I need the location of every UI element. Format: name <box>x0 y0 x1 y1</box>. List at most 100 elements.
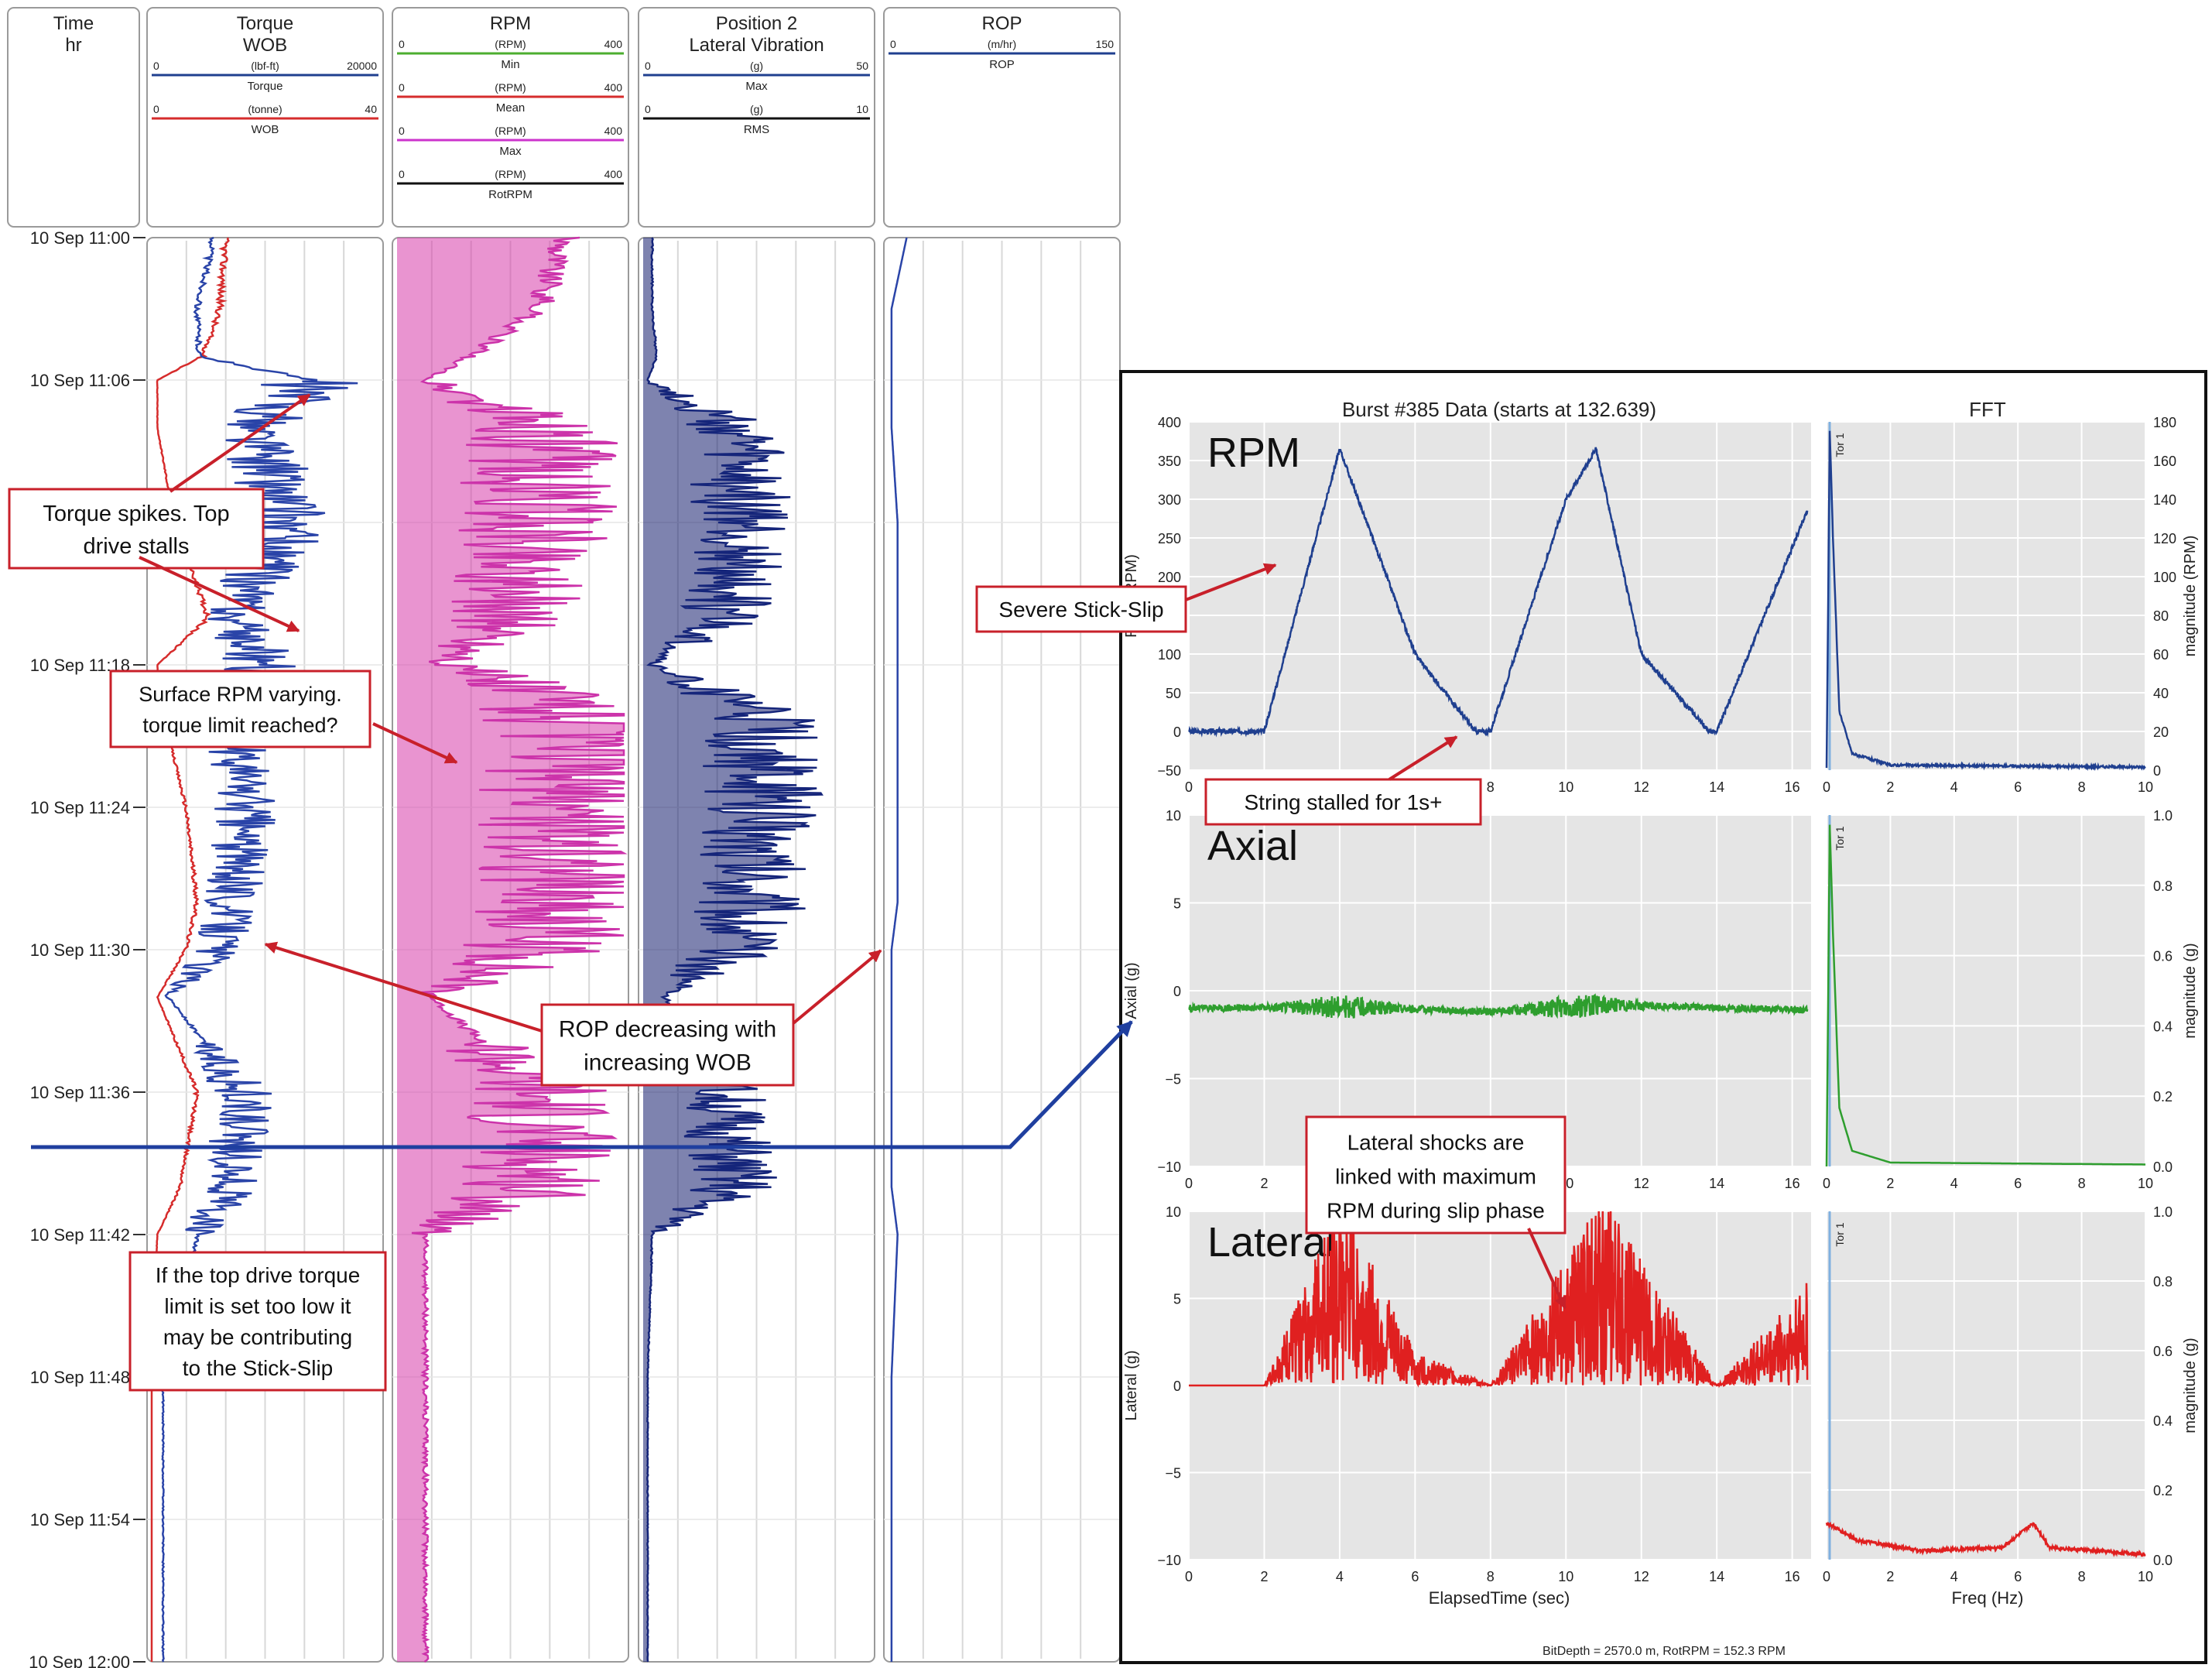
torque-spikes-annotation: Torque spikes. Top drive stalls <box>8 488 265 570</box>
y-axis-label-right: magnitude (RPM) <box>2182 536 2199 657</box>
severe-stickslip-annotation-box <box>975 585 1187 633</box>
top-drive-annotation-text: to the Stick-Slip <box>183 1356 334 1380</box>
x-tick-label: 14 <box>1709 1176 1724 1191</box>
top-drive-annotation-box <box>128 1251 387 1392</box>
lateral-fft-line <box>1825 1521 2146 1559</box>
axial-burst-line <box>1188 993 1809 1019</box>
string-stalled-annotation-box <box>1204 778 1482 826</box>
track-title-torque: Torque <box>237 13 293 34</box>
lateral-burst-line <box>1189 1211 1809 1389</box>
rpm-burst-line <box>1188 447 1809 738</box>
y-axis-label: Lateral (g) <box>1123 1350 1140 1420</box>
time-tick-label: 10 Sep 11:54 <box>30 1510 130 1529</box>
y-right-tick-label: 1.0 <box>2153 1204 2173 1220</box>
y-right-tick-label: 40 <box>2153 686 2169 701</box>
scale-max: 50 <box>856 60 868 72</box>
annotations-layer: Torque spikes. Top drive stalls Surface RP… <box>8 393 1567 1392</box>
f-tick-label: 6 <box>2014 1569 2022 1584</box>
rop-decreasing-annotation-text: increasing WOB <box>584 1050 752 1076</box>
x-tick-label: 12 <box>1634 1569 1649 1584</box>
y-right-tick-label: 0.8 <box>2153 879 2173 894</box>
time-tick-label: 10 Sep 11:42 <box>30 1225 130 1245</box>
scale-name: Max <box>745 80 768 93</box>
scale-name: Min <box>501 58 519 71</box>
y-tick-label: 250 <box>1158 531 1181 546</box>
scale-name: WOB <box>252 123 279 136</box>
scale-name: Max <box>499 145 522 158</box>
fft-title: FFT <box>1969 398 2006 421</box>
string-stalled-arrow <box>1388 735 1458 781</box>
f-tick-label: 6 <box>2014 1176 2022 1191</box>
time-tick-label: 10 Sep 11:48 <box>30 1368 130 1387</box>
lateral-shocks-annotation-text: RPM during slip phase <box>1327 1198 1545 1222</box>
y-tick-label: −5 <box>1165 1072 1181 1087</box>
surface-rpm-annotation-text: Surface RPM varying. <box>139 683 342 706</box>
rop-decreasing-arrow-right <box>792 949 882 1025</box>
string-stalled-annotation: String stalled for 1s+ <box>1204 778 1482 826</box>
x-tick-label: 0 <box>1185 1176 1193 1191</box>
y-right-tick-label: 0.6 <box>2153 1344 2173 1359</box>
y-right-tick-label: 80 <box>2153 608 2169 624</box>
f-tick-label: 6 <box>2014 779 2022 795</box>
fft-marker-label: Tor 1 <box>1834 1222 1846 1246</box>
panel-label-rpm: RPM <box>1207 430 1300 476</box>
track-title-time: Time <box>53 13 94 34</box>
scale-name: RotRPM <box>488 188 532 201</box>
y-tick-label: 5 <box>1173 1292 1181 1307</box>
torque-spikes-arrow-down <box>139 556 300 632</box>
x-tick-label: 14 <box>1709 1569 1724 1584</box>
plot-area-fft <box>1827 815 2145 1166</box>
time-tick-label: 10 Sep 11:24 <box>30 798 130 817</box>
scale-unit: (g) <box>750 60 763 72</box>
plot-area-fft <box>1827 1211 2145 1560</box>
y-tick-label: −10 <box>1157 1553 1181 1568</box>
scale-min: 0 <box>645 103 651 115</box>
scale-min: 0 <box>153 103 159 115</box>
x-tick-label: 0 <box>1185 1569 1193 1584</box>
y-tick-label: 50 <box>1166 686 1181 701</box>
axial-fft-placeholder <box>1825 824 2145 1167</box>
track-title-rpm: RPM <box>490 13 531 34</box>
y-right-tick-label: 180 <box>2153 415 2176 430</box>
rop-decreasing-arrow-left <box>264 941 543 1033</box>
panel-rpm: 400350300250200150100500−501801601401201… <box>1123 415 2199 795</box>
y-right-tick-label: 0.2 <box>2153 1483 2173 1498</box>
y-right-tick-label: 0.4 <box>2153 1019 2173 1034</box>
time-tick-label: 10 Sep 11:30 <box>30 940 130 960</box>
wob-trace <box>150 237 230 1662</box>
scale-name: RMS <box>744 123 769 136</box>
rop-decreasing-annotation-text: ROP decreasing with <box>559 1017 776 1043</box>
track-rop: ROP 0 (m/hr) 150 ROP <box>883 7 1121 1663</box>
y-right-tick-label: 140 <box>2153 492 2176 508</box>
track-header-rop <box>883 7 1121 228</box>
f-tick-label: 2 <box>1886 1176 1894 1191</box>
x-tick-label: 16 <box>1785 1569 1800 1584</box>
scale-unit: (RPM) <box>495 125 526 137</box>
torque-spikes-annotation-text: drive stalls <box>84 534 190 559</box>
x-tick-label: 16 <box>1785 779 1800 795</box>
x-tick-label: 2 <box>1260 1176 1268 1191</box>
scale-unit: (g) <box>750 103 763 115</box>
y-axis-label: Axial (g) <box>1123 962 1140 1019</box>
scale-max: 20000 <box>347 60 377 72</box>
scale-max: 400 <box>604 38 623 50</box>
scale-max: 400 <box>604 125 623 137</box>
y-right-tick-label: 100 <box>2153 570 2176 585</box>
y-tick-label: 10 <box>1166 808 1181 824</box>
torque-spikes-arrow-up <box>169 393 311 493</box>
y-tick-label: 5 <box>1173 896 1181 912</box>
lateral-shocks-annotation-box <box>1305 1115 1567 1235</box>
scale-unit: (RPM) <box>495 168 526 180</box>
scale-min: 0 <box>645 60 651 72</box>
x-tick-label: 2 <box>1260 1569 1268 1584</box>
y-right-tick-label: 0 <box>2153 763 2161 779</box>
scale-unit: (RPM) <box>495 81 526 94</box>
torque-spikes-annotation-text: Torque spikes. Top <box>43 502 229 526</box>
time-tick-label: 10 Sep 12:00 <box>29 1653 130 1668</box>
severe-stickslip-annotation-text: Severe Stick-Slip <box>998 598 1163 622</box>
scale-unit: (RPM) <box>495 38 526 50</box>
y-tick-label: 0 <box>1173 984 1181 999</box>
x-axis-label-freq: Freq (Hz) <box>1952 1588 2024 1608</box>
